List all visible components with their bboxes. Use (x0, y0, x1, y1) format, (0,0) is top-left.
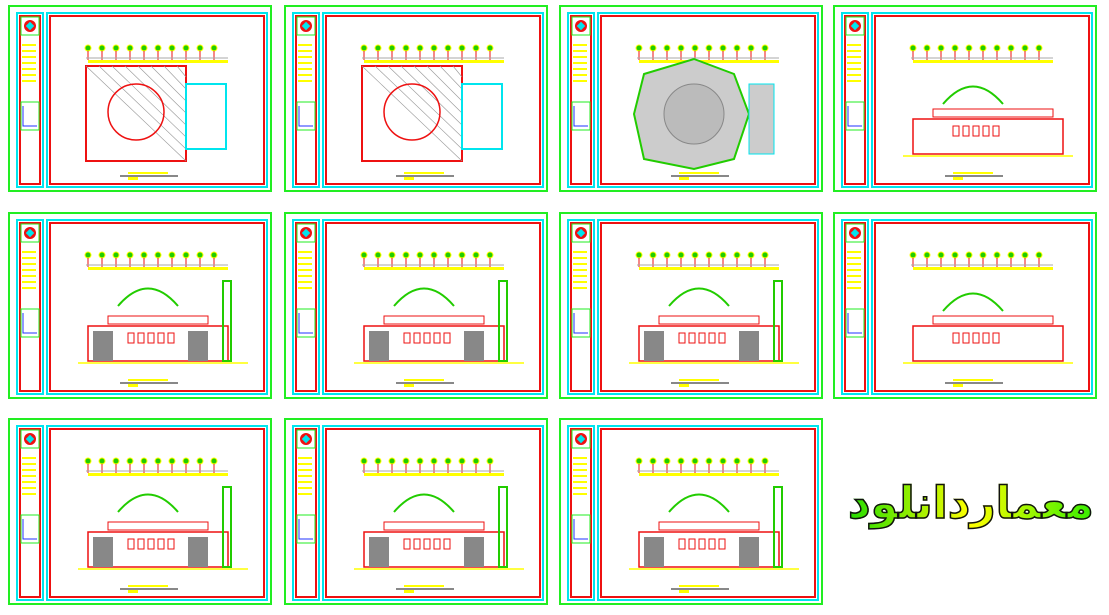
drawing-sheet-elevation[interactable] (559, 418, 823, 605)
drawing-sheet-roof-plan[interactable] (559, 5, 823, 192)
title-block-graphics (845, 223, 865, 338)
drawing-sheet-elevation[interactable] (284, 212, 548, 399)
title-block (16, 425, 44, 601)
title-block (567, 425, 595, 601)
title-block (16, 219, 44, 395)
drawing-area (322, 12, 544, 188)
drawing-sheet-section[interactable] (833, 212, 1097, 399)
title-block (292, 12, 320, 188)
drawing-graphics (354, 457, 524, 593)
title-block (16, 12, 44, 188)
title-block (567, 12, 595, 188)
drawing-sheet-floor-plan[interactable] (284, 5, 548, 192)
drawing-sheet-elevation-small[interactable] (833, 5, 1097, 192)
drawing-area (871, 12, 1093, 188)
logo: معماردانلود (847, 477, 1094, 530)
drawing-graphics (632, 44, 779, 180)
title-block-graphics (571, 429, 591, 544)
drawing-graphics (78, 251, 248, 387)
drawing-area (597, 425, 819, 601)
drawing-sheet-elevation[interactable] (559, 212, 823, 399)
drawing-area (46, 12, 268, 188)
drawing-sheet-elevation[interactable] (8, 212, 272, 399)
drawing-graphics (629, 457, 799, 593)
drawing-graphics (629, 251, 799, 387)
title-block-graphics (571, 16, 591, 131)
drawing-area (46, 425, 268, 601)
title-block (292, 425, 320, 601)
drawing-area (871, 219, 1093, 395)
title-block (292, 219, 320, 395)
title-block-graphics (296, 16, 316, 131)
drawing-sheet-floor-plan[interactable] (8, 5, 272, 192)
drawing-sheet-elevation[interactable] (8, 418, 272, 605)
title-block (567, 219, 595, 395)
title-block-graphics (296, 223, 316, 338)
title-block (841, 12, 869, 188)
drawing-area (597, 12, 819, 188)
title-block-graphics (20, 16, 40, 131)
drawing-area (322, 425, 544, 601)
title-block-graphics (20, 223, 40, 338)
drawing-area (322, 219, 544, 395)
drawing-sheet-elevation[interactable] (284, 418, 548, 605)
drawing-graphics (360, 44, 504, 180)
title-block-graphics (571, 223, 591, 338)
title-block-graphics (20, 429, 40, 544)
drawing-graphics (84, 44, 228, 180)
drawing-graphics (354, 251, 524, 387)
drawing-area (597, 219, 819, 395)
drawing-graphics (78, 457, 248, 593)
title-block-graphics (845, 16, 865, 131)
drawing-graphics (903, 44, 1073, 180)
title-block-graphics (296, 429, 316, 544)
title-block (841, 219, 869, 395)
drawing-graphics (903, 251, 1073, 387)
drawing-area (46, 219, 268, 395)
